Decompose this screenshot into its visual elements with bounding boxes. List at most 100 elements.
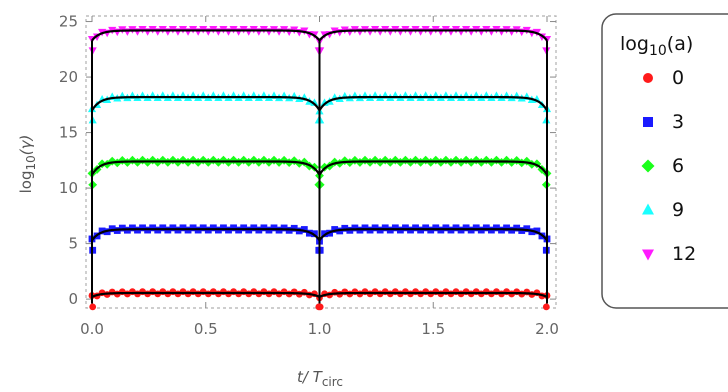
data-point (482, 224, 490, 232)
data-point (533, 227, 541, 235)
x-tick-label: 1.5 (421, 320, 445, 338)
data-point (432, 224, 440, 232)
data-point (522, 156, 532, 166)
x-tick-label: 1.0 (308, 320, 332, 338)
legend-marker (642, 203, 654, 215)
x-ticks: 0.0 0.5 1.0 1.5 2.0 (80, 16, 559, 338)
data-point (149, 224, 157, 232)
x-tick-label: 0.5 (194, 320, 218, 338)
data-point (98, 227, 106, 235)
data-point (493, 224, 500, 232)
data-point (361, 224, 369, 232)
data-point (402, 224, 409, 232)
legend-item-12: 12 (642, 243, 696, 265)
data-point (159, 224, 167, 232)
y-tick-label: 0 (68, 290, 78, 308)
data-point (289, 156, 299, 166)
y-tick-label: 15 (59, 124, 78, 142)
data-point (97, 159, 107, 169)
data-point (209, 224, 217, 232)
data-point (411, 155, 420, 165)
data-point (370, 155, 380, 165)
legend-items: 0 3 6 9 12 (641, 67, 696, 265)
data-point (148, 155, 158, 165)
legend-item-9: 9 (642, 199, 684, 221)
data-point (89, 303, 97, 311)
data-point (431, 155, 441, 165)
data-point (442, 224, 450, 232)
data-point (260, 224, 268, 232)
data-point (208, 155, 218, 165)
data-point (199, 224, 207, 232)
legend-label: 12 (672, 243, 696, 265)
legend-label: 6 (672, 155, 684, 177)
data-point (351, 224, 359, 232)
y-tick-label: 20 (59, 68, 78, 86)
legend-label: 3 (672, 111, 684, 133)
data-point (451, 155, 461, 165)
data-point (300, 226, 308, 233)
legend-item-3: 3 (643, 111, 684, 133)
data-point (219, 155, 228, 165)
x-tick-label: 0.0 (80, 320, 104, 338)
data-point (230, 224, 237, 232)
legend-item-6: 6 (641, 155, 684, 177)
data-point (341, 224, 349, 232)
legend-box (601, 13, 728, 309)
fit-lines (91, 29, 548, 304)
y-tick-label: 25 (59, 13, 78, 31)
legend-marker (643, 117, 653, 127)
data-point (421, 155, 431, 165)
data-point (259, 155, 269, 165)
data-point (371, 224, 379, 232)
x-axis-label: t/ Tcirc (297, 368, 343, 389)
y-tick-label: 10 (59, 179, 78, 197)
x-tick-label: 2.0 (535, 320, 559, 338)
data-point (452, 224, 460, 232)
data-point (310, 98, 319, 106)
legend-label: 0 (672, 67, 684, 89)
data-point (331, 226, 339, 233)
data-point (542, 303, 550, 311)
legend-marker (643, 73, 653, 83)
legend-label: 9 (672, 199, 684, 221)
data-point (240, 224, 248, 232)
legend: log10(a) 0 3 6 9 12 (601, 13, 728, 309)
data-point (340, 156, 350, 166)
data-point (391, 224, 399, 232)
data-point (280, 224, 288, 232)
data-point (129, 224, 136, 232)
legend-title: log10(a) (620, 33, 693, 59)
legend-marker (641, 159, 655, 173)
data-point (179, 224, 187, 232)
data-point (270, 224, 278, 232)
data-point (290, 224, 298, 232)
data-point (360, 155, 370, 165)
data-point (422, 224, 430, 232)
data-point (472, 224, 480, 232)
legend-item-0: 0 (643, 67, 684, 89)
data-point (269, 155, 279, 165)
legend-marker (642, 249, 654, 261)
data-point (481, 155, 491, 165)
data-point (250, 224, 258, 232)
data-point (108, 225, 116, 233)
data-point (412, 224, 419, 232)
data-point (316, 303, 324, 311)
data-point (299, 157, 309, 167)
data-point (513, 224, 521, 232)
y-axis-label: log10(γ) (17, 135, 38, 194)
y-tick-label: 5 (68, 235, 78, 253)
data-point (220, 224, 227, 232)
data-point (169, 224, 177, 232)
data-point (189, 224, 197, 232)
data-point (503, 224, 510, 232)
data-point (380, 155, 390, 165)
data-point (118, 224, 126, 232)
data-point (462, 224, 470, 232)
data-point (139, 224, 146, 232)
data-point (381, 224, 389, 232)
data-point (330, 157, 340, 167)
data-point (523, 225, 531, 233)
